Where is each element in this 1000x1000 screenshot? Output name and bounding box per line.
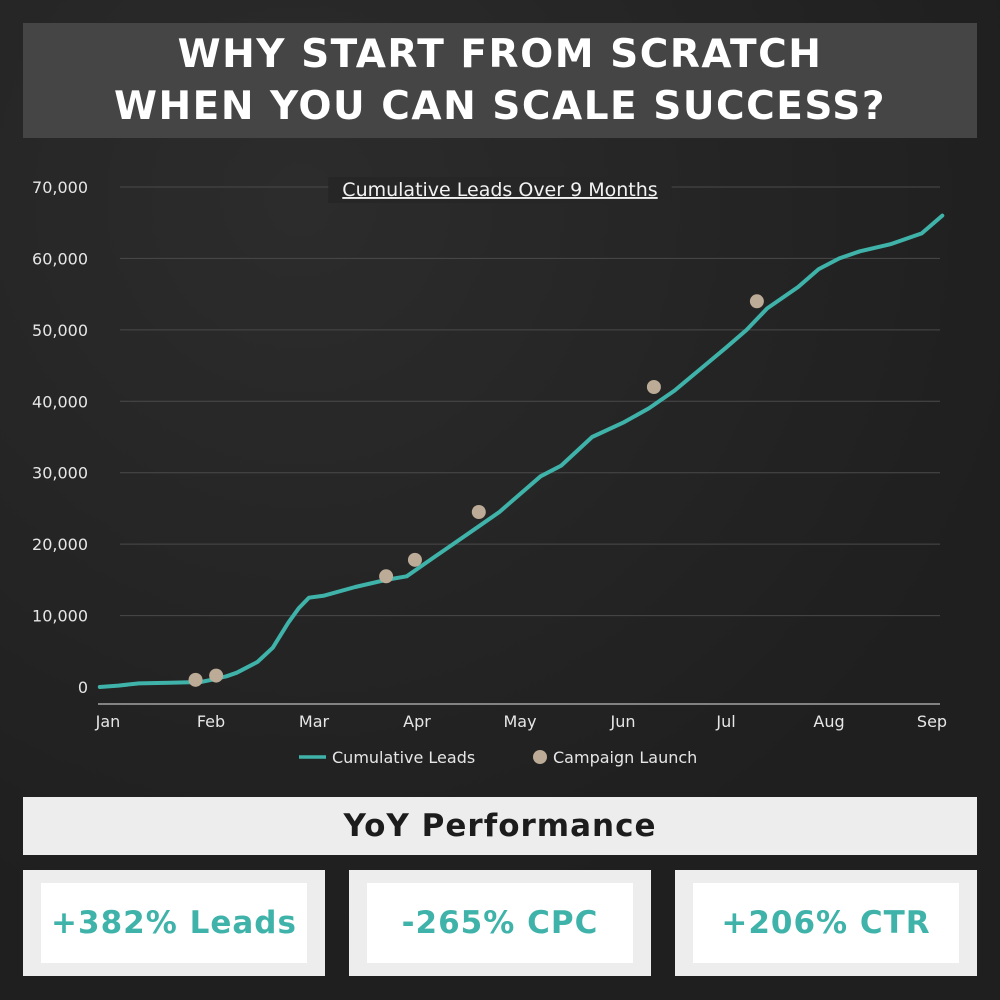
cumulative-leads-line (97, 213, 945, 689)
x-tick-label: Jan (95, 712, 121, 731)
legend-label-cumulative-leads: Cumulative Leads (332, 748, 475, 767)
y-tick-label: 10,000 (32, 607, 88, 626)
legend-label-campaign-launch: Campaign Launch (553, 748, 697, 767)
y-tick-label: 40,000 (32, 392, 88, 411)
chart-title-background (328, 177, 672, 203)
x-tick-label: Aug (813, 712, 844, 731)
x-tick-label: Jul (715, 712, 735, 731)
x-tick-label: Sep (917, 712, 947, 731)
campaign-launch-marker (209, 668, 224, 683)
stat-cpc-value: -265% CPC (401, 905, 599, 941)
campaign-launch-marker (407, 552, 422, 567)
campaign-launch-marker (379, 569, 394, 584)
x-tick-label: Jun (610, 712, 636, 731)
x-tick-label: Mar (299, 712, 330, 731)
campaign-launch-marker (646, 380, 661, 394)
campaign-launch-marker (749, 294, 764, 309)
y-tick-label: 30,000 (32, 464, 88, 483)
headline-banner: WHY START FROM SCRATCH WHEN YOU CAN SCAL… (23, 23, 977, 138)
x-tick-label: Apr (403, 712, 431, 731)
stat-leads-value: +382% Leads (51, 905, 297, 941)
yoy-performance-title: YoY Performance (343, 808, 657, 844)
y-tick-label: 20,000 (32, 535, 88, 554)
x-tick-label: May (503, 712, 536, 731)
cumulative-leads-chart: 0 10,000 20,000 30,000 40,000 50,000 60,000 70,… (32, 177, 947, 767)
headline-line-2: WHEN YOU CAN SCALE SUCCESS? (114, 83, 886, 129)
stat-card-ctr: +206% CTR (675, 870, 977, 976)
x-tick-label: Feb (197, 712, 225, 731)
y-tick-label: 70,000 (32, 178, 88, 197)
headline-line-1: WHY START FROM SCRATCH (177, 31, 823, 77)
stat-card-cpc: -265% CPC (349, 870, 651, 976)
y-tick-label: 50,000 (32, 321, 88, 340)
chart-title: Cumulative Leads Over 9 Months (342, 179, 657, 201)
legend-dot-swatch (533, 750, 547, 764)
yoy-performance-banner: YoY Performance (23, 797, 977, 855)
campaign-launch-marker (188, 672, 203, 687)
stat-ctr-value: +206% CTR (721, 905, 931, 941)
campaign-launch-marker (471, 505, 486, 519)
y-tick-label: 0 (78, 678, 88, 697)
stat-card-leads: +382% Leads (23, 870, 325, 976)
y-tick-label: 60,000 (32, 249, 88, 268)
